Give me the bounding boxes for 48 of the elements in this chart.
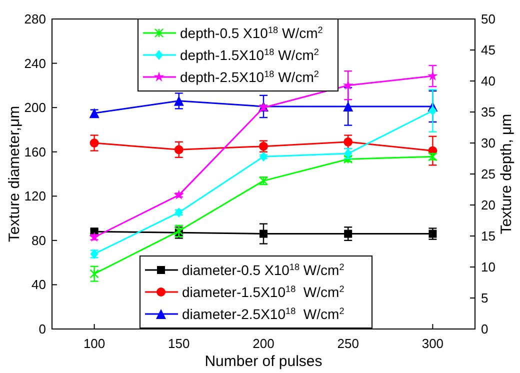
point (427, 70, 438, 80)
y2-tick-label: 30 (481, 136, 496, 150)
point (174, 190, 184, 200)
y2-axis-title: Texture depth, μm (498, 114, 515, 234)
x-tick-label: 150 (168, 336, 190, 351)
y-axis-title: Texture diameter,μm (6, 106, 23, 242)
y-tick-label: 200 (24, 100, 46, 116)
y2-tick-label: 0 (481, 322, 488, 336)
y2-tick-label: 5 (481, 290, 488, 306)
y-tick-label: 80 (32, 232, 46, 248)
y2-tick-label: 35 (481, 104, 496, 120)
y2-tick-label: 40 (481, 74, 496, 88)
point (428, 106, 437, 116)
x-tick-label: 200 (252, 336, 274, 351)
y-tick-label: 280 (24, 12, 46, 26)
y-tick-label: 0 (38, 322, 46, 336)
legend-label: diameter-0.5 X10$^{18}$ W/cm$^{2}$ (182, 262, 344, 278)
legend-label: depth-2.5X10$^{18}$ W/cm$^{2}$ (180, 69, 319, 85)
y-tick-label: 240 (24, 56, 46, 71)
x-tick-label: 100 (83, 336, 106, 351)
point (428, 230, 437, 238)
y-tick-label: 40 (32, 277, 46, 292)
point (174, 96, 184, 106)
x-axis-title: Number of pulses (204, 353, 322, 370)
point (260, 230, 268, 238)
point (344, 230, 352, 238)
legend-label: depth-1.5X10$^{18}$ W/cm$^{2}$ (180, 47, 319, 63)
point (90, 269, 99, 278)
x-tick-label: 250 (337, 336, 359, 351)
legend-label: diameter-1.5X10$^{18}$ W/cm$^{2}$ (182, 284, 344, 300)
point (260, 152, 268, 162)
legend-label: depth-0.5 X10$^{18}$ W/cm$^{2}$ (180, 25, 323, 41)
point (90, 138, 99, 148)
point (342, 80, 354, 90)
y2-tick-label: 45 (481, 42, 496, 58)
point (174, 207, 183, 218)
y2-tick-label: 20 (481, 198, 496, 212)
y-tick-label: 120 (24, 188, 46, 204)
y-tick-label: 160 (24, 144, 46, 160)
legend-label: diameter-2.5X10$^{18}$ W/cm$^{2}$ (182, 306, 344, 322)
y2-tick-label: 50 (481, 12, 496, 26)
y2-tick-label: 10 (481, 260, 496, 274)
point (174, 145, 184, 154)
point (344, 137, 353, 146)
y2-tick-label: 25 (481, 166, 496, 182)
x-tick-label: 300 (422, 336, 444, 351)
point (343, 101, 354, 112)
y2-tick-label: 15 (481, 228, 496, 244)
